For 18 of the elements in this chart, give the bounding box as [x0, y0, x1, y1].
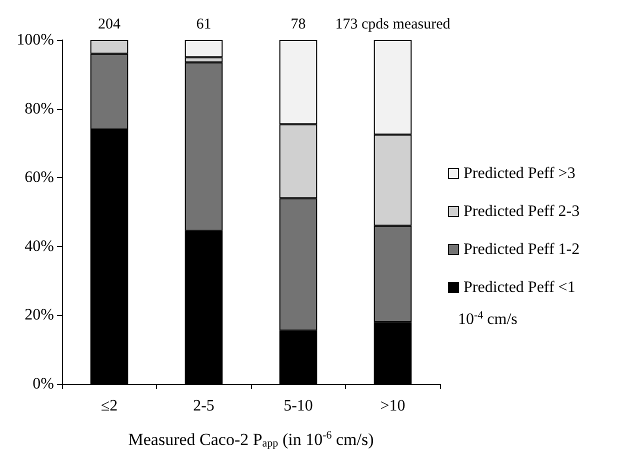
y-tick-label: 80%	[24, 100, 54, 118]
annotation: 78	[290, 16, 306, 32]
y-tick-label: 40%	[24, 238, 54, 255]
legend-label: Predicted Peff <1	[464, 279, 576, 296]
y-tick-label: 60%	[24, 169, 54, 186]
y-tick-label: 0%	[32, 376, 54, 392]
y-tick-label: 20%	[24, 306, 54, 324]
annotation: 61	[196, 16, 212, 32]
x-tick-label: 2-5	[193, 398, 214, 414]
annotation: 204	[98, 16, 121, 32]
legend-label: Predicted Peff 2-3	[464, 203, 580, 220]
x-tick-label: ≤2	[100, 398, 118, 414]
x-tick-label: >10	[380, 398, 406, 414]
legend-label: Predicted Peff 1-2	[464, 241, 580, 258]
annotation: 173 cpds measured	[335, 16, 451, 32]
y-tick-label: 100%	[16, 32, 54, 48]
x-tick-label: 5-10	[284, 398, 313, 414]
legend-label: Predicted Peff >3	[464, 165, 576, 182]
